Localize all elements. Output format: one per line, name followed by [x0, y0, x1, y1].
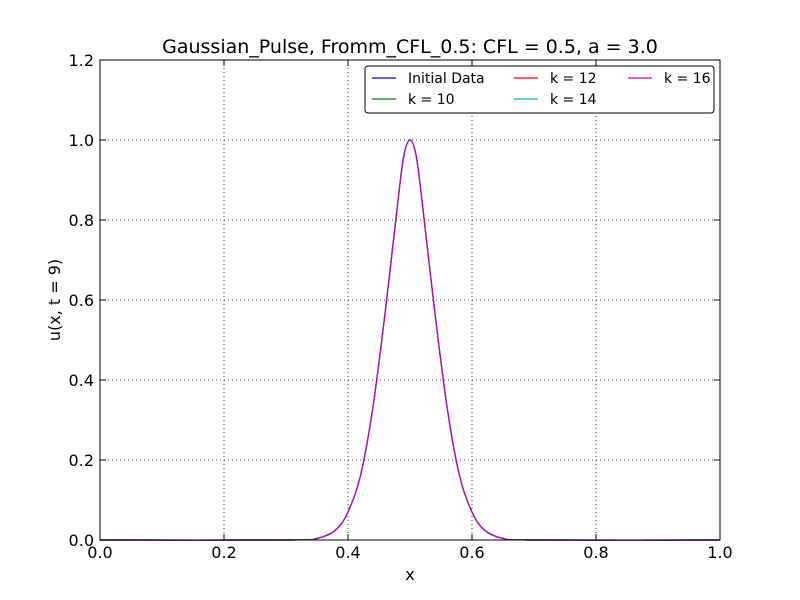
x-tick-label: 0.4	[335, 543, 360, 562]
x-tick-label: 0.0	[87, 543, 112, 562]
legend-box	[364, 65, 715, 114]
y-tick-label: 1.2	[69, 51, 94, 70]
grid-lines	[100, 60, 720, 540]
series-lines	[99, 139, 721, 541]
legend-label-3: k = 14	[550, 92, 597, 108]
legend-label-0: Initial Data	[408, 71, 485, 87]
y-tick-label: 0.4	[69, 371, 94, 390]
chart-title: Gaussian_Pulse, Fromm_CFL_0.5: CFL = 0.5…	[162, 36, 658, 58]
legend-label-4: k = 16	[664, 71, 711, 87]
y-axis-label: u(x, t = 9)	[45, 259, 64, 341]
x-tick-label: 1.0	[707, 543, 732, 562]
axis-ticks: 0.0 0.2 0.4 0.6 0.8 1.0 0.0 0.2 0.4 0.6 0.8 1.0 1.2	[69, 51, 733, 562]
y-tick-label: 0.0	[69, 531, 94, 550]
legend-label-1: k = 10	[408, 92, 455, 108]
y-tick-label: 1.0	[69, 131, 94, 150]
series-line-4	[99, 139, 721, 541]
x-axis-label: x	[405, 565, 414, 584]
y-tick-label: 0.2	[69, 451, 94, 470]
x-tick-label: 0.2	[211, 543, 236, 562]
x-tick-label: 0.6	[459, 543, 484, 562]
y-tick-label: 0.6	[69, 291, 94, 310]
legend-label-2: k = 12	[550, 71, 597, 87]
x-tick-label: 0.8	[583, 543, 608, 562]
legend: Initial Data k = 10 k = 12 k = 14 k = 16	[364, 65, 715, 114]
y-tick-label: 0.8	[69, 211, 94, 230]
